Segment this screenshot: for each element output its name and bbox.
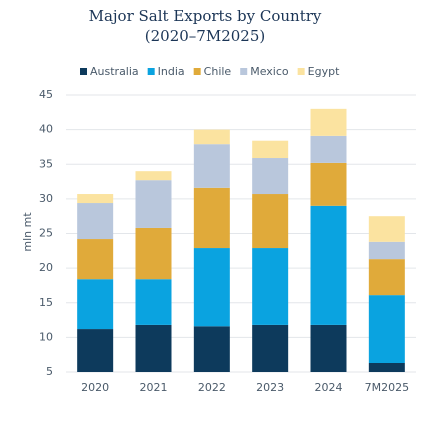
bar-segment xyxy=(252,140,289,159)
bar-segment xyxy=(193,248,230,327)
y-tick-label: 30 xyxy=(39,192,53,205)
legend-label: Mexico xyxy=(250,65,289,78)
bar-segment xyxy=(77,279,114,330)
legend-label: Chile xyxy=(204,65,232,78)
bar-segment xyxy=(77,203,114,240)
x-tick-label: 2023 xyxy=(256,381,284,394)
y-tick-label: 25 xyxy=(39,227,53,240)
legend-swatch xyxy=(80,68,87,75)
bar-segment xyxy=(135,279,172,325)
bar-segment xyxy=(77,329,114,372)
x-tick-label: 2021 xyxy=(140,381,168,394)
bar-segment xyxy=(310,162,347,206)
bar-segment xyxy=(310,205,347,325)
bar-segment xyxy=(310,108,347,136)
bar-segment xyxy=(193,187,230,249)
bar-segment xyxy=(77,194,114,204)
bar-segment xyxy=(252,194,289,249)
bar-segment xyxy=(252,248,289,325)
bar-segment xyxy=(252,158,289,195)
bar-segment xyxy=(135,171,172,181)
legend-label: Australia xyxy=(90,65,139,78)
legend-label: India xyxy=(158,65,185,78)
bar-segment xyxy=(310,324,347,372)
y-tick-label: 35 xyxy=(39,157,53,170)
legend-swatch xyxy=(297,68,305,75)
legend-swatch xyxy=(193,68,201,75)
chart-title: Major Salt Exports by Country xyxy=(89,7,322,25)
y-tick-label: 40 xyxy=(39,123,53,136)
y-tick-label: 10 xyxy=(39,330,53,343)
legend-label: Egypt xyxy=(308,65,340,78)
x-tick-label: 2020 xyxy=(81,381,109,394)
y-tick-label: 20 xyxy=(39,261,53,274)
y-axis-label: mln mt xyxy=(21,212,34,252)
bar-segment xyxy=(135,227,172,280)
bar-segment xyxy=(193,129,230,145)
bar-segment xyxy=(252,324,289,372)
bar-segment xyxy=(77,239,114,280)
y-tick-label: 15 xyxy=(39,296,53,309)
bar-segment xyxy=(368,241,405,260)
x-tick-label: 2022 xyxy=(198,381,226,394)
legend-swatch xyxy=(240,68,248,75)
bar-segment xyxy=(368,295,405,363)
x-tick-label: 2024 xyxy=(315,381,343,394)
bar-segment xyxy=(368,362,405,372)
legend-swatch xyxy=(147,68,155,75)
chart-subtitle: (2020–7M2025) xyxy=(145,27,265,45)
y-tick-label: 45 xyxy=(39,88,53,101)
y-tick-label: 5 xyxy=(46,365,53,378)
bar-segment xyxy=(193,326,230,372)
bar-segment xyxy=(135,324,172,372)
bar-segment xyxy=(368,259,405,296)
bar-segment xyxy=(368,216,405,242)
bar-segment xyxy=(135,180,172,228)
bar-segment xyxy=(193,144,230,188)
x-tick-label: 7M2025 xyxy=(365,381,409,394)
bar-segment xyxy=(310,135,347,163)
